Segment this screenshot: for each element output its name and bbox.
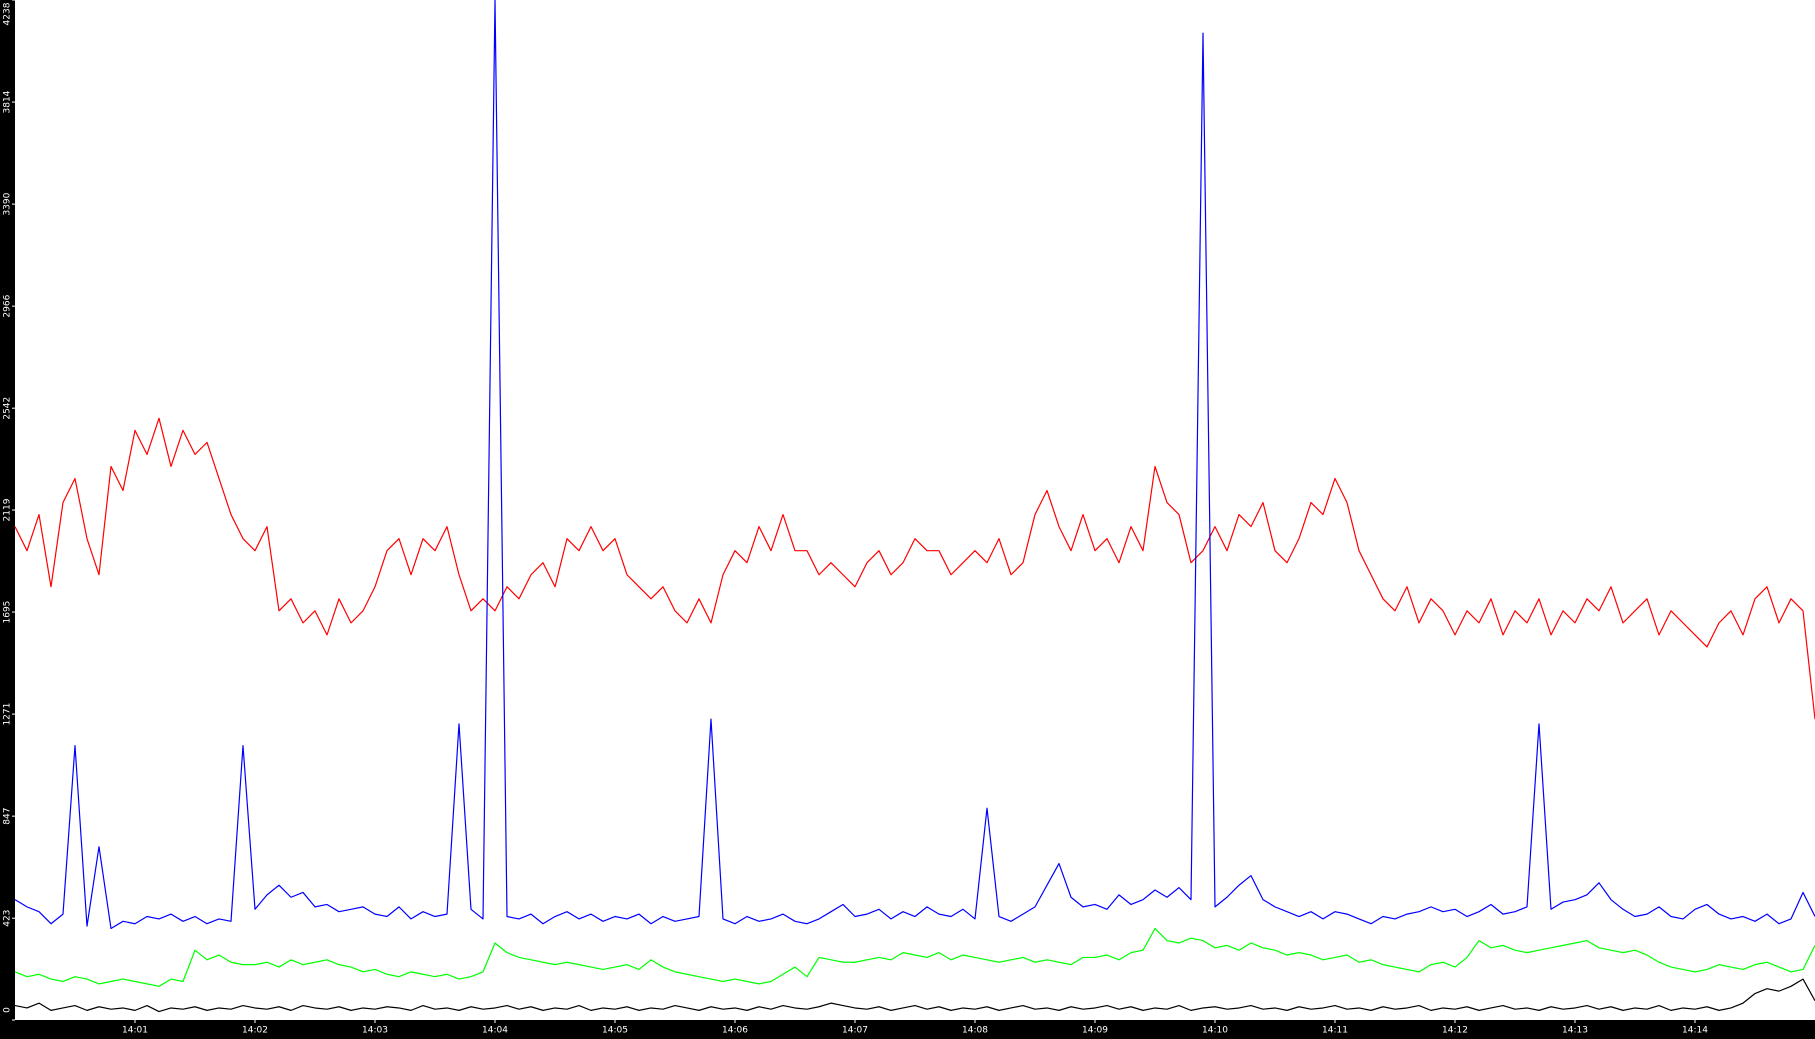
line-series <box>14 0 1815 930</box>
line-series <box>14 927 1815 987</box>
x-tick-label: 14:08 <box>962 1026 988 1036</box>
y-tick-label: 3814 <box>3 90 13 113</box>
y-tick-label: 3390 <box>3 192 13 215</box>
x-tick-label: 14:13 <box>1562 1026 1588 1036</box>
line-series <box>14 417 1815 720</box>
x-tick-label: 14:03 <box>362 1026 388 1036</box>
y-tick-label: 2119 <box>3 498 13 521</box>
x-tick-label: 14:07 <box>842 1026 868 1036</box>
x-tick-label: 14:14 <box>1682 1026 1708 1036</box>
plot-area <box>15 0 1815 1020</box>
y-tick-label: 0 <box>3 1007 13 1013</box>
x-tick-label: 14:12 <box>1442 1026 1468 1036</box>
y-tick-label: 4238 <box>3 2 13 25</box>
x-tick-label: 14:06 <box>722 1026 748 1036</box>
x-tick-label: 14:04 <box>482 1026 508 1036</box>
x-tick-label: 14:05 <box>602 1026 628 1036</box>
x-tick-label: 14:10 <box>1202 1026 1228 1036</box>
x-tick-label: 14:02 <box>242 1026 268 1036</box>
y-tick-label: 1271 <box>3 703 13 726</box>
y-tick-label: 2542 <box>3 397 13 420</box>
x-tick-label: 14:11 <box>1322 1026 1348 1036</box>
y-tick-label: 1695 <box>3 601 13 624</box>
x-tick-label: 14:09 <box>1082 1026 1108 1036</box>
x-tick-label: 14:01 <box>122 1026 148 1036</box>
y-tick-label: 423 <box>3 910 13 927</box>
y-tick-label: 847 <box>3 808 13 825</box>
line-series <box>14 978 1815 1013</box>
y-tick-label: 2966 <box>3 294 13 317</box>
